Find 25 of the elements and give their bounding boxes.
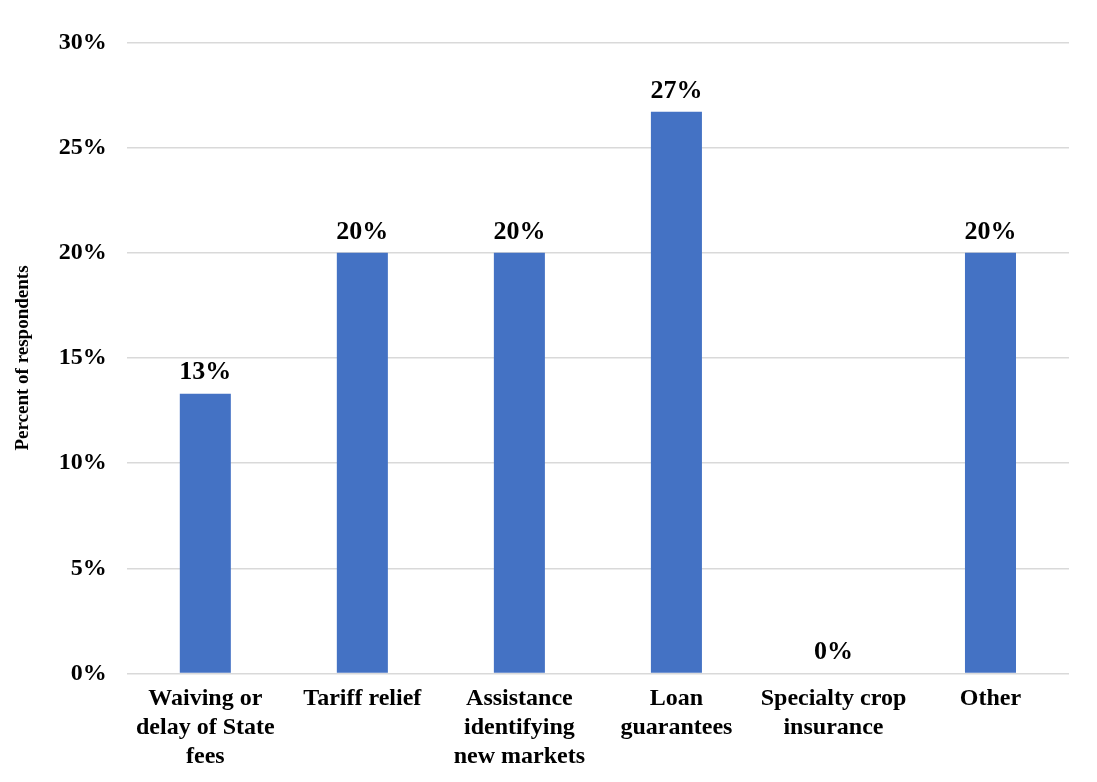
bar <box>336 252 388 673</box>
data-label: 27% <box>650 74 703 104</box>
y-tick-label: 20% <box>58 238 107 264</box>
x-tick-label: Tariff relief <box>303 684 423 711</box>
x-tick-label: Waiving or delay of State fees <box>135 684 275 768</box>
data-label: 20% <box>336 215 389 245</box>
data-label: 0% <box>813 636 853 666</box>
bar <box>650 111 702 673</box>
x-tick-label: Other <box>959 684 1022 711</box>
y-tick-label: 30% <box>58 27 107 54</box>
y-tick-label: 10% <box>58 448 107 475</box>
data-label: 20% <box>493 215 546 245</box>
y-tick-label: 5% <box>70 553 107 580</box>
bar <box>179 393 231 673</box>
bar <box>493 252 545 673</box>
x-tick-label: Loan guarantees <box>620 684 733 739</box>
y-tick-label: 0% <box>70 658 107 685</box>
x-tick-label: Specialty crop insurance <box>760 684 907 739</box>
y-tick-label: 25% <box>58 132 107 159</box>
data-label: 20% <box>964 215 1017 245</box>
x-tick-label: Assistance identifying new markets <box>453 684 586 768</box>
y-axis-title: Percent of respondents <box>11 265 33 451</box>
y-tick-label: 15% <box>58 343 107 370</box>
bar <box>964 252 1016 673</box>
data-label: 13% <box>179 356 232 386</box>
